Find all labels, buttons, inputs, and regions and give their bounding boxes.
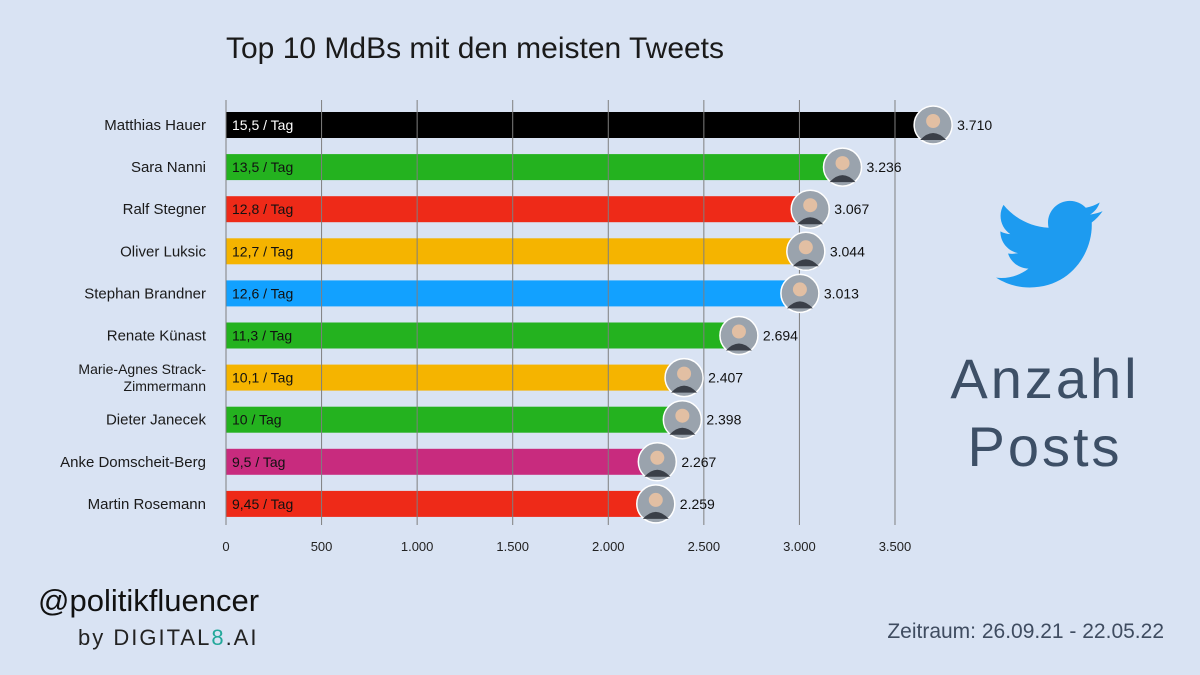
- bar-value-label: 2.694: [763, 328, 798, 344]
- x-tick-label: 3.000: [783, 539, 816, 554]
- bar-value-label: 2.407: [708, 370, 743, 386]
- bar-value-label: 3.236: [867, 159, 902, 175]
- bar-value-label: 3.013: [824, 285, 859, 301]
- category-label: Sara Nanni: [131, 159, 206, 176]
- bar-rate-label: 13,5 / Tag: [232, 159, 293, 175]
- bar-rate-label: 11,3 / Tag: [232, 328, 292, 344]
- politician-avatar-icon: [790, 189, 830, 229]
- byline-name-b: 8: [211, 625, 226, 650]
- byline-name-a: DIGITAL: [113, 625, 212, 650]
- bar: [226, 154, 845, 181]
- bar: [226, 406, 685, 433]
- politician-avatar-icon: [662, 399, 703, 440]
- x-tick-label: 1.000: [401, 539, 434, 554]
- bar-value-label: 3.067: [834, 201, 869, 217]
- bar-rate-label: 10 / Tag: [232, 412, 282, 428]
- politician-avatar-icon: [780, 273, 820, 314]
- category-label: Martin Rosemann: [88, 496, 206, 513]
- side-label-line1: Anzahl: [950, 347, 1140, 410]
- x-tick-label: 2.000: [592, 539, 625, 554]
- bar-rate-label: 9,45 / Tag: [232, 496, 293, 512]
- bar: [226, 238, 808, 265]
- category-label: Matthias Hauer: [104, 117, 206, 134]
- category-label: Oliver Luksic: [120, 243, 206, 260]
- twitter-bird-icon: [996, 200, 1103, 288]
- politician-avatar-icon: [786, 231, 826, 272]
- x-tick-label: 3.500: [879, 539, 912, 554]
- x-tick-label: 500: [311, 539, 333, 554]
- bar-value-label: 2.267: [681, 454, 716, 470]
- x-tick-label: 1.500: [496, 539, 529, 554]
- brand-handle: @politikfluencer: [38, 583, 260, 618]
- bar-rate-label: 12,7 / Tag: [232, 243, 293, 259]
- brand-byline: by DIGITAL8.AI: [78, 625, 258, 651]
- bar-rate-label: 10,1 / Tag: [232, 370, 293, 386]
- bars-layer: [226, 112, 936, 517]
- category-label: Anke Domscheit-Berg: [60, 454, 206, 471]
- byline-prefix: by: [78, 625, 114, 650]
- bar: [226, 364, 687, 391]
- category-label: Ralf Stegner: [123, 201, 206, 218]
- anzahl-posts-label: Anzahl Posts: [930, 345, 1160, 481]
- category-label: Renate Künast: [107, 328, 207, 345]
- politician-avatar-icon: [636, 484, 676, 524]
- bar-value-label: 2.259: [680, 496, 715, 512]
- bar: [226, 448, 660, 475]
- category-label: Marie-Agnes Strack-: [78, 361, 206, 377]
- politician-avatar-icon: [822, 147, 863, 187]
- bar-rate-label: 15,5 / Tag: [232, 117, 293, 133]
- politician-avatar-icon: [913, 105, 953, 145]
- x-tick-label: 0: [222, 539, 229, 554]
- bar: [226, 196, 813, 223]
- politician-avatar-icon: [719, 315, 759, 356]
- bar-rate-label: 12,6 / Tag: [232, 285, 293, 301]
- category-label: Zimmermann: [124, 378, 206, 394]
- category-label: Dieter Janecek: [106, 412, 207, 429]
- bar-value-label: 3.710: [957, 117, 992, 133]
- politician-avatar-icon: [637, 442, 678, 482]
- chart-title: Top 10 MdBs mit den meisten Tweets: [226, 32, 725, 65]
- bar-rate-label: 9,5 / Tag: [232, 454, 285, 470]
- bar: [226, 490, 658, 517]
- category-label: Stephan Brandner: [84, 285, 206, 302]
- byline-name-c: .AI: [225, 625, 259, 650]
- bar-rate-label: 12,8 / Tag: [232, 201, 293, 217]
- politician-avatar-icon: [664, 357, 704, 398]
- period-label: Zeitraum: 26.09.21 - 22.05.22: [887, 620, 1164, 643]
- labels-layer: 0 500 1.000 1.500 2.000 2.500 3.000 3.500 15,5 /…: [60, 105, 992, 554]
- bar: [226, 112, 936, 138]
- side-label-line2: Posts: [967, 415, 1123, 478]
- bar: [226, 280, 802, 307]
- x-tick-label: 2.500: [688, 539, 721, 554]
- bar-value-label: 2.398: [706, 412, 741, 428]
- bar-value-label: 3.044: [830, 243, 865, 259]
- bar: [226, 322, 741, 349]
